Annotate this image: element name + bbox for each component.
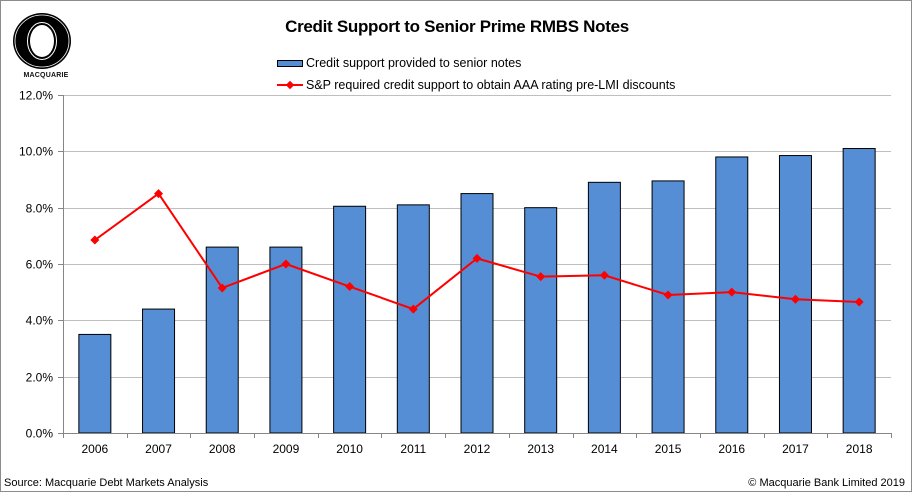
legend-item-line: S&P required credit support to obtain AA… [277,74,675,96]
bar-2012 [460,193,494,434]
x-tick-label: 2008 [209,442,236,456]
bar-2018 [842,148,876,434]
x-tick-label: 2012 [464,442,491,456]
legend-item-bars: Credit support provided to senior notes [277,52,675,74]
diamond-marker-icon [536,272,546,282]
bar-2007 [142,308,176,434]
diamond-marker-icon [854,297,864,307]
y-tick-label: 0.0% [26,427,54,441]
x-tick-label: 2014 [591,442,618,456]
legend-label-bars: Credit support provided to senior notes [306,56,522,70]
x-tick-label: 2016 [718,442,745,456]
diamond-marker-icon [663,290,673,300]
diamond-marker-icon [90,235,100,245]
bar-2013 [524,207,558,434]
bar-2011 [396,204,430,434]
legend-label-line: S&P required credit support to obtain AA… [306,78,676,92]
macquarie-holey-dollar-icon [13,13,71,69]
bar-2009 [269,246,303,434]
y-tick-label: 10.0% [19,145,53,159]
bar-2008 [205,246,239,434]
macquarie-logo: MACQUARIE [11,12,73,82]
y-tick-label: 6.0% [26,258,54,272]
diamond-marker-icon [727,287,737,297]
diamond-marker-icon [472,253,482,263]
x-tick-label: 2006 [81,442,108,456]
diamond-marker-icon [154,189,164,199]
diamond-marker-icon [217,283,227,293]
x-tick-label: 2017 [782,442,809,456]
y-tick-label: 2.0% [26,371,54,385]
copyright-note: © Macquarie Bank Limited 2019 [748,477,905,489]
diamond-marker-icon [345,282,355,292]
bar-2015 [651,180,685,434]
bar-2014 [587,181,621,434]
source-note: Source: Macquarie Debt Markets Analysis [4,477,209,489]
logo-text: MACQUARIE [23,72,69,79]
diamond-marker-icon [281,259,291,269]
bar-2006 [78,333,112,434]
bar-2017 [778,155,812,434]
y-tick-label: 8.0% [26,202,54,216]
x-tick-label: 2010 [336,442,363,456]
x-tick-label: 2011 [400,442,426,456]
chart-title: Credit Support to Senior Prime RMBS Note… [285,17,629,36]
line-diamond-swatch-icon [277,80,303,90]
legend: Credit support provided to senior notes … [277,52,675,96]
y-tick-label: 4.0% [26,314,54,328]
x-tick-label: 2015 [655,442,682,456]
x-tick-label: 2007 [145,442,172,456]
x-tick-label: 2013 [527,442,554,456]
diamond-marker-icon [408,304,418,314]
x-tick-label: 2018 [846,442,873,456]
bar-swatch-icon [277,59,303,67]
diamond-marker-icon [599,270,609,280]
diamond-marker-icon [790,294,800,304]
x-tick-label: 2009 [273,442,300,456]
y-tick-label: 12.0% [19,89,53,103]
bar-2010 [333,205,367,434]
